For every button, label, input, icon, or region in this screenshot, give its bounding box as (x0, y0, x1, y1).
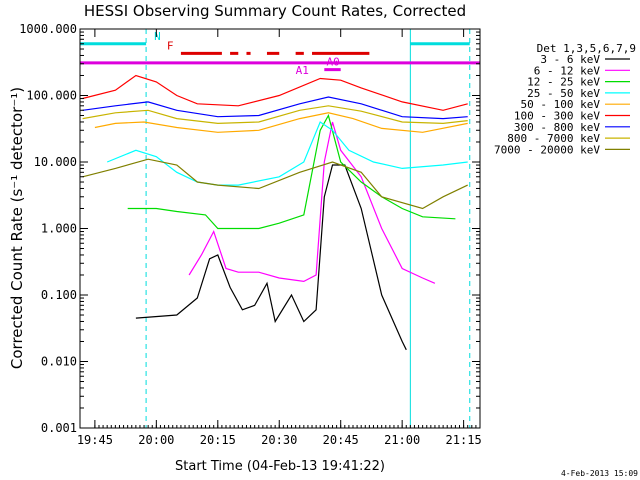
legend-entry: 800 - 7000 keV (507, 132, 600, 145)
legend-entry: 300 - 800 keV (514, 121, 600, 134)
legend-title: Det 1,3,5,6,7,9 (537, 42, 636, 55)
legend-entry: 7000 - 20000 keV (494, 143, 600, 156)
legend-entry: 6 - 12 keV (534, 64, 601, 77)
series-line (82, 74, 468, 111)
series-line (188, 121, 436, 284)
legend-entry: 25 - 50 keV (527, 87, 600, 100)
y-tick-label: 100.000 (26, 89, 77, 103)
y-tick-label: 1.000 (41, 222, 77, 236)
x-axis-label: Start Time (04-Feb-13 19:41:22) (175, 459, 385, 474)
chart-title: HESSI Observing Summary Count Rates, Cor… (84, 2, 466, 20)
series-line (127, 113, 456, 230)
legend-entry: 100 - 300 keV (514, 110, 600, 123)
x-tick-label: 20:15 (200, 433, 236, 447)
legend-entry: 12 - 25 keV (527, 76, 600, 89)
x-tick-label: 20:00 (138, 433, 174, 447)
x-tick-label: 21:00 (384, 433, 420, 447)
y-tick-label: 0.010 (41, 355, 77, 369)
flag-label-a1: A1 (296, 64, 309, 77)
x-tick-label: 20:30 (261, 433, 297, 447)
timestamp: 4-Feb-2013 15:09 (561, 469, 638, 478)
series-line (82, 158, 468, 210)
series-line (135, 164, 407, 351)
flag-label-f: F (167, 39, 174, 52)
x-tick-label: 19:45 (77, 433, 113, 447)
series-line (82, 96, 468, 120)
series-line (94, 112, 468, 133)
y-tick-label: 1000.000 (19, 22, 77, 36)
y-tick-label: 0.100 (41, 288, 77, 302)
flag-label-n: N (154, 30, 161, 43)
series-line (106, 121, 468, 186)
y-tick-label: 10.000 (34, 155, 77, 169)
y-axis-label: Corrected Count Rate (s⁻¹ detector⁻¹) (8, 87, 26, 369)
legend-entry: 50 - 100 keV (521, 98, 601, 111)
y-tick-label: 0.001 (41, 421, 77, 435)
plot-frame (79, 28, 481, 429)
x-tick-label: 20:45 (323, 433, 359, 447)
x-tick-label: 21:15 (446, 433, 482, 447)
series-line (82, 105, 468, 125)
plot-area: NFA0A1 (79, 29, 480, 428)
legend-entry: 3 - 6 keV (540, 53, 600, 66)
